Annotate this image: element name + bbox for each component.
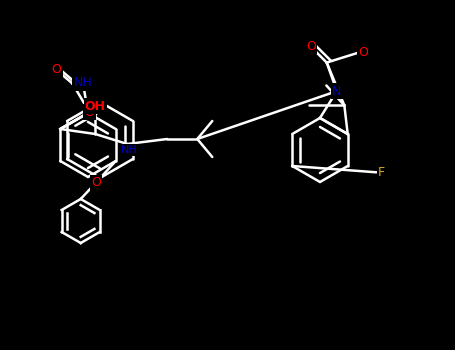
Text: F: F <box>378 166 385 179</box>
Text: NH: NH <box>121 145 138 155</box>
Text: O: O <box>85 106 94 119</box>
Text: O: O <box>358 46 368 59</box>
Text: N: N <box>332 85 342 98</box>
Text: OH: OH <box>85 99 106 112</box>
Text: O: O <box>306 40 316 53</box>
Text: O: O <box>52 63 61 76</box>
Text: NH: NH <box>74 76 92 89</box>
Text: O: O <box>91 176 101 189</box>
